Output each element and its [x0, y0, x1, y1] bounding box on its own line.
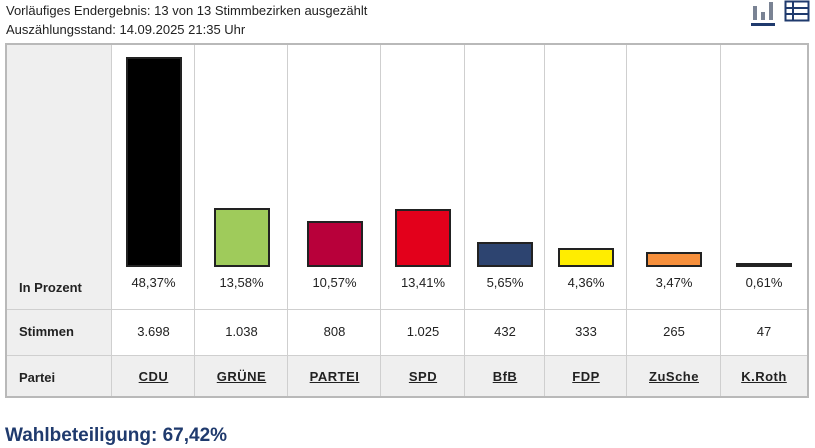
percent-label: 13,58% — [219, 275, 264, 290]
party-link[interactable]: SPD — [408, 369, 438, 384]
votes-value: 3.698 — [137, 324, 170, 339]
bar-zusche — [646, 252, 702, 267]
bar-cdu — [125, 57, 182, 267]
party-column — [195, 45, 288, 396]
percent-label: 4,36% — [567, 275, 605, 290]
percent-label: 13,41% — [400, 275, 446, 290]
percent-label: 10,57% — [312, 275, 357, 290]
votes-value: 432 — [494, 324, 516, 339]
votes-value: 265 — [663, 324, 685, 339]
bar-bfb — [477, 242, 533, 267]
view-switcher — [748, 0, 812, 30]
percent-label: 5,65% — [486, 275, 524, 290]
votes-value: 47 — [756, 324, 772, 339]
row-divider — [7, 309, 807, 310]
status-line: Vorläufiges Endergebnis: 13 von 13 Stimm… — [6, 3, 368, 18]
party-link[interactable]: ZuSche — [649, 369, 699, 384]
bar-gr-ne — [213, 208, 270, 267]
percent-label: 3,47% — [655, 275, 693, 290]
percent-label: 48,37% — [131, 275, 176, 290]
bar-spd — [395, 209, 451, 267]
table-icon[interactable] — [784, 0, 810, 22]
party-column — [288, 45, 381, 396]
row-label-votes: Stimmen — [19, 324, 74, 339]
party-link[interactable]: CDU — [138, 369, 169, 384]
party-link[interactable]: BfB — [492, 369, 518, 384]
party-column — [627, 45, 721, 396]
bar-chart-icon[interactable] — [750, 0, 776, 28]
voter-turnout: Wahlbeteiligung: 67,42% — [5, 425, 228, 446]
party-column — [381, 45, 465, 396]
bar-k-roth — [736, 263, 792, 267]
percent-label: 0,61% — [745, 275, 783, 290]
bar-partei — [306, 221, 363, 267]
row-divider — [7, 355, 807, 356]
party-link[interactable]: FDP — [572, 369, 600, 384]
votes-value: 1.038 — [225, 324, 258, 339]
party-column — [112, 45, 195, 396]
votes-value: 808 — [323, 324, 346, 339]
row-label-percent: In Prozent — [19, 280, 82, 295]
party-column — [545, 45, 627, 396]
party-link[interactable]: GRÜNE — [216, 369, 267, 384]
party-column — [465, 45, 545, 396]
count-timestamp: Auszählungsstand: 14.09.2025 21:35 Uhr — [6, 22, 246, 37]
votes-value: 1.025 — [406, 324, 440, 339]
party-link[interactable]: K.Roth — [741, 369, 787, 384]
party-column — [721, 45, 807, 396]
label-column — [7, 45, 112, 396]
results-chart-table: In Prozent Stimmen Partei 48,37% 3.698 CDU… — [5, 43, 809, 398]
party-link[interactable]: PARTEI — [309, 369, 360, 384]
row-label-party: Partei — [19, 370, 56, 385]
bar-fdp — [558, 248, 614, 267]
party-row-background — [7, 355, 807, 396]
votes-value: 333 — [575, 324, 597, 339]
